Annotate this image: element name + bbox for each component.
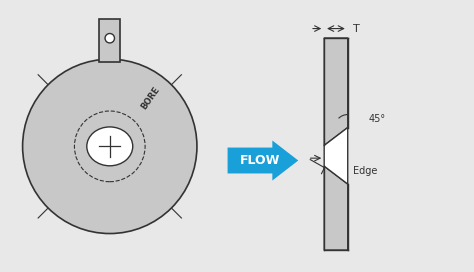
Circle shape (23, 59, 197, 234)
Polygon shape (324, 128, 348, 184)
Text: 45°: 45° (369, 114, 386, 124)
Polygon shape (324, 166, 348, 250)
Polygon shape (324, 38, 348, 146)
Text: Edge: Edge (354, 166, 378, 176)
Circle shape (105, 33, 115, 43)
Text: FLOW: FLOW (240, 154, 281, 167)
Bar (99, 19, 120, 61)
Text: T: T (354, 24, 360, 33)
Polygon shape (228, 140, 298, 181)
Ellipse shape (87, 127, 133, 166)
Text: BORE: BORE (140, 85, 162, 111)
